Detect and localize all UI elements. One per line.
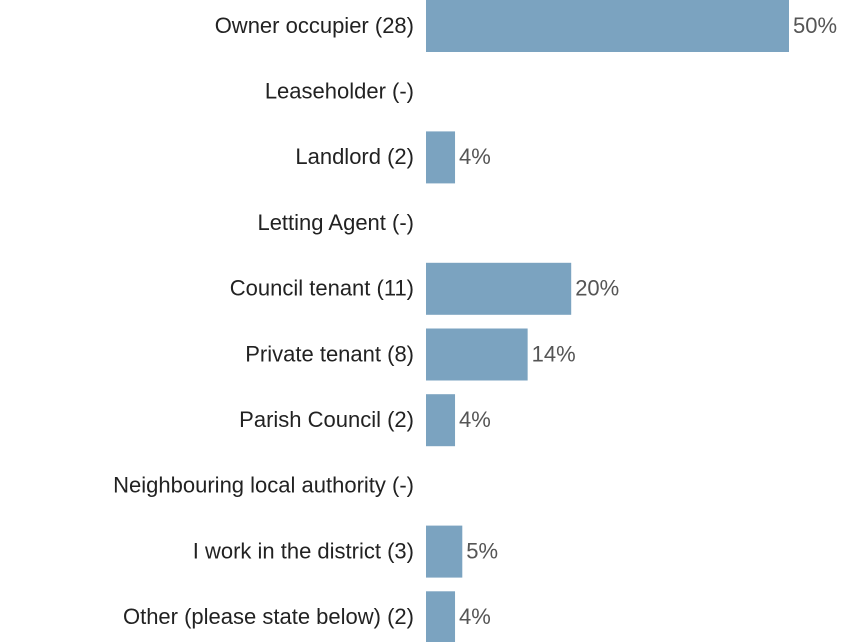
category-label: Other (please state below) (2) xyxy=(123,604,414,629)
bar xyxy=(426,262,572,315)
category-label: Private tenant (8) xyxy=(245,341,414,366)
value-label: 5% xyxy=(466,538,498,563)
category-label: Leaseholder (-) xyxy=(265,79,414,104)
value-label: 20% xyxy=(575,276,619,301)
bar xyxy=(426,131,456,184)
category-label: Neighbouring local authority (-) xyxy=(113,473,414,498)
value-label: 4% xyxy=(459,407,491,432)
bar xyxy=(426,0,789,52)
bar xyxy=(426,394,456,447)
category-label: Letting Agent (-) xyxy=(257,210,414,235)
category-label: Owner occupier (28) xyxy=(215,13,414,38)
category-label: Parish Council (2) xyxy=(239,407,414,432)
category-label: I work in the district (3) xyxy=(193,538,414,563)
bar xyxy=(426,591,456,642)
category-label: Council tenant (11) xyxy=(230,276,414,301)
value-label: 4% xyxy=(459,604,491,629)
value-label: 50% xyxy=(793,13,837,38)
value-label: 4% xyxy=(459,144,491,169)
bar xyxy=(426,525,463,578)
category-label: Landlord (2) xyxy=(295,144,414,169)
bar xyxy=(426,328,528,381)
value-label: 14% xyxy=(532,341,576,366)
